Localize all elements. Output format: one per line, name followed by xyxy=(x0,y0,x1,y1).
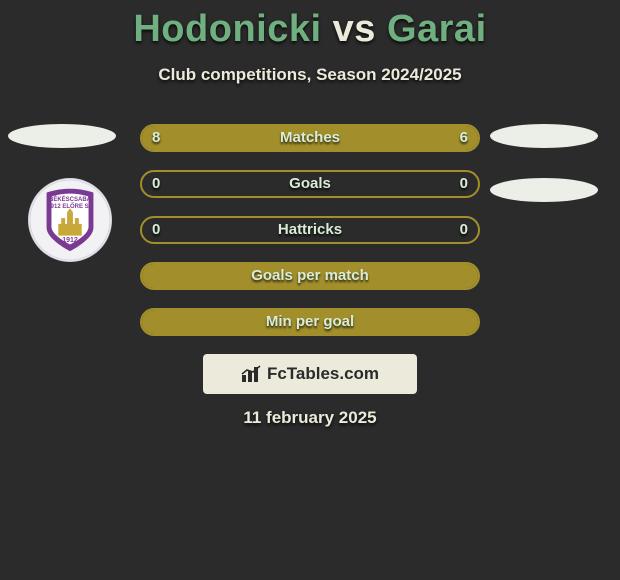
badge-top-text: BÉKÉSCSABA xyxy=(29,197,111,203)
stat-value-right: 6 xyxy=(460,126,468,150)
page-title: Hodonicki vs Garai xyxy=(0,0,620,51)
stat-row: Hattricks0 0 xyxy=(140,216,480,244)
player-right-avatar-2 xyxy=(490,178,598,202)
infographic-root: Hodonicki vs Garai Club competitions, Se… xyxy=(0,0,620,580)
badge-year: 1912 xyxy=(29,237,111,244)
player-right-avatar xyxy=(490,124,598,148)
stat-value-left: 0 xyxy=(152,172,160,196)
stat-row: Goals0 0 xyxy=(140,170,480,198)
stat-row: Matches8 6 xyxy=(140,124,480,152)
date-text: 11 february 2025 xyxy=(0,408,620,428)
shield-icon xyxy=(28,179,112,261)
stat-value-right: 0 xyxy=(460,172,468,196)
stat-label: Goals xyxy=(142,172,478,196)
watermark: FcTables.com xyxy=(203,354,417,394)
bar-chart-icon xyxy=(241,365,263,383)
player-left-avatar xyxy=(8,124,116,148)
title-player-right: Garai xyxy=(387,8,487,50)
club-badge-left: BÉKÉSCSABA 1912 ELŐRE SE 1912 xyxy=(28,178,112,262)
title-player-left: Hodonicki xyxy=(133,8,321,50)
stat-row: Goals per match xyxy=(140,262,480,290)
stat-label: Hattricks xyxy=(142,218,478,242)
title-vs: vs xyxy=(333,8,376,50)
stat-label: Matches xyxy=(142,126,478,150)
watermark-text: FcTables.com xyxy=(267,364,379,384)
stat-value-left: 8 xyxy=(152,126,160,150)
stat-row: Min per goal xyxy=(140,308,480,336)
stats-area: Matches86Goals00Hattricks00Goals per mat… xyxy=(140,124,480,354)
stat-label: Min per goal xyxy=(142,310,478,334)
subtitle: Club competitions, Season 2024/2025 xyxy=(0,65,620,85)
stat-label: Goals per match xyxy=(142,264,478,288)
stat-value-right: 0 xyxy=(460,218,468,242)
stat-value-left: 0 xyxy=(152,218,160,242)
badge-mid-text: 1912 ELŐRE SE xyxy=(29,204,111,210)
